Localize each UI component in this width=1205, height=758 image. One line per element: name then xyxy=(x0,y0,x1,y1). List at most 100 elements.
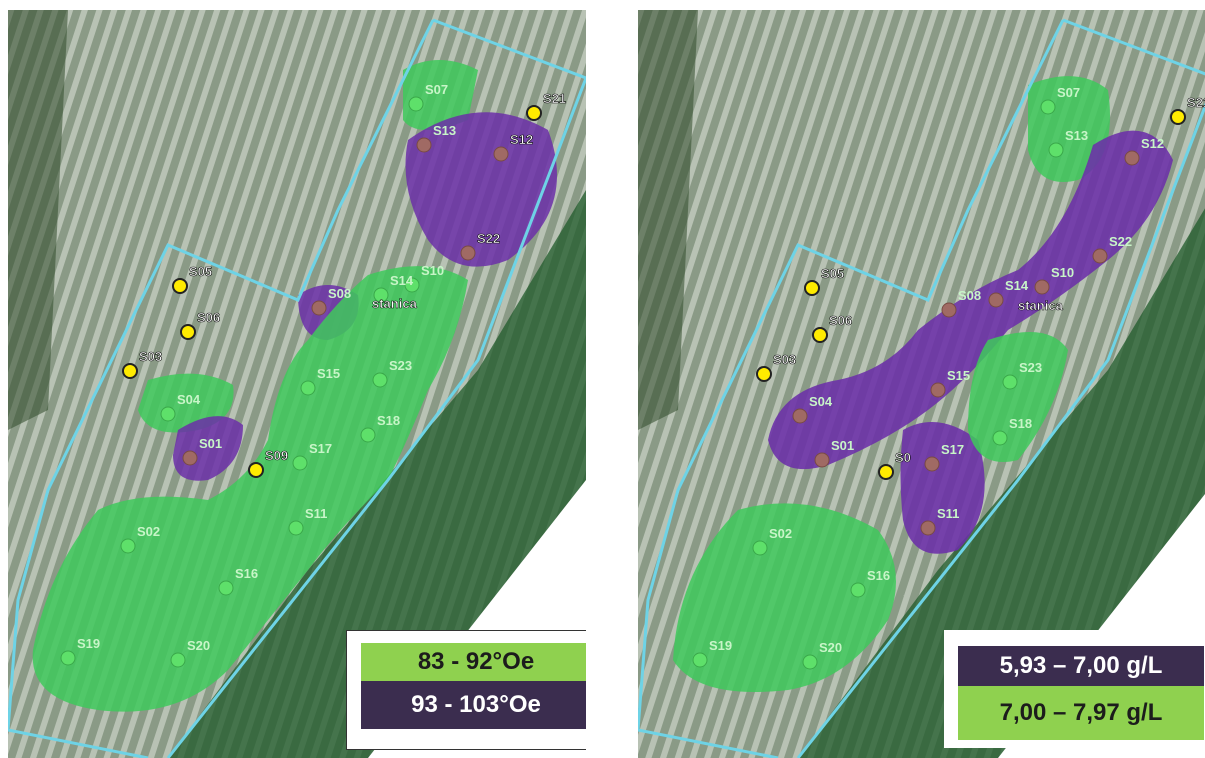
sample-label-s06: S06 xyxy=(829,313,852,328)
sample-label-s13: S13 xyxy=(433,123,456,138)
sample-point-s10 xyxy=(404,277,420,293)
right-legend: 5,93 – 7,00 g/L 7,00 – 7,97 g/L xyxy=(944,630,1205,748)
sample-point-s21 xyxy=(526,105,542,121)
sample-point-s17 xyxy=(924,456,940,472)
sample-point-s03 xyxy=(756,366,772,382)
sample-point-s16 xyxy=(850,582,866,598)
tree-strip-left xyxy=(8,10,68,430)
sample-point-s11 xyxy=(920,520,936,536)
sample-label-s17: S17 xyxy=(941,442,964,457)
sample-point-s07 xyxy=(1040,99,1056,115)
sample-point-s02 xyxy=(752,540,768,556)
sample-point-s07 xyxy=(408,96,424,112)
sample-label-s04: S04 xyxy=(809,394,833,409)
right-sample-points: S07 S21 S13 S12 S22 S05 S08 S14 S10 S06 S03 S15 S23 S… xyxy=(692,85,1205,670)
sample-label-s01: S01 xyxy=(199,436,222,451)
sample-point-s19 xyxy=(692,652,708,668)
sample-point-s01 xyxy=(182,450,198,466)
sample-point-s22 xyxy=(460,245,476,261)
sample-label-s19: S19 xyxy=(77,636,100,651)
sample-point-s08 xyxy=(311,300,327,316)
sample-label-s08: S08 xyxy=(328,286,351,301)
sample-point-s17 xyxy=(292,455,308,471)
left-legend-green: 83 - 92°Oe xyxy=(361,643,586,681)
right-legend-green: 7,00 – 7,97 g/L xyxy=(958,686,1204,740)
sample-label-s18: S18 xyxy=(377,413,400,428)
sample-point-s02 xyxy=(120,538,136,554)
sample-label-s12: S12 xyxy=(1141,136,1164,151)
sample-point-s18 xyxy=(360,427,376,443)
zone-purple-diagonal xyxy=(768,130,1173,470)
left-legend-purple: 93 - 103°Oe xyxy=(361,681,586,729)
field-boundary-west xyxy=(8,19,435,758)
sample-point-s06 xyxy=(812,327,828,343)
zone-green-s23 xyxy=(968,332,1068,462)
sample-point-s15 xyxy=(300,380,316,396)
sample-point-s12 xyxy=(1124,150,1140,166)
sample-label-s18: S18 xyxy=(1009,416,1032,431)
field-boundary-west xyxy=(638,19,1065,758)
sample-point-s15 xyxy=(930,382,946,398)
sample-point-s19 xyxy=(60,650,76,666)
field-boundary-east xyxy=(796,18,1205,758)
zone-green-south xyxy=(32,266,469,712)
sample-label-s14: S14 xyxy=(1005,278,1029,293)
sample-label-s05: S05 xyxy=(189,264,212,279)
sample-label-s09: S0 xyxy=(895,450,911,465)
sample-label-s01: S01 xyxy=(831,438,854,453)
sample-point-s05 xyxy=(804,280,820,296)
sample-label-s12: S12 xyxy=(510,132,533,147)
left-sample-points: S07 S21 S13 S12 S22 S05 S10 S14 S08 S06 S03 S15 S23 S… xyxy=(60,82,566,668)
sample-point-s14 xyxy=(373,287,389,303)
sample-label-s03: S03 xyxy=(139,349,162,364)
sample-point-s09 xyxy=(248,462,264,478)
sample-label-s20: S20 xyxy=(187,638,210,653)
sample-point-s04 xyxy=(160,406,176,422)
tree-strip-left xyxy=(638,10,698,430)
sample-label-s09: S09 xyxy=(265,448,288,463)
sample-label-s02: S02 xyxy=(137,524,160,539)
sample-label-s20: S20 xyxy=(819,640,842,655)
sample-label-s10: S10 xyxy=(421,263,444,278)
sample-label-s13: S13 xyxy=(1065,128,1088,143)
sample-point-s10 xyxy=(1034,279,1050,295)
sample-label-s22: S22 xyxy=(1109,234,1132,249)
sample-label-s17: S17 xyxy=(309,441,332,456)
sample-point-s08 xyxy=(941,302,957,318)
sample-point-s01 xyxy=(814,452,830,468)
sample-point-s03 xyxy=(122,363,138,379)
zone-green-south xyxy=(673,503,896,692)
sample-point-s06 xyxy=(180,324,196,340)
sample-point-s16 xyxy=(218,580,234,596)
sample-point-s11 xyxy=(288,520,304,536)
sample-point-s23 xyxy=(372,372,388,388)
sample-label-s23: S23 xyxy=(1019,360,1042,375)
sample-label-s16: S16 xyxy=(235,566,258,581)
sample-label-s05: S05 xyxy=(821,266,844,281)
sample-point-s20 xyxy=(802,654,818,670)
sample-point-s13 xyxy=(416,137,432,153)
sample-label-s11: S11 xyxy=(937,506,959,521)
sample-label-s07: S07 xyxy=(425,82,448,97)
field-boundary-east xyxy=(166,18,586,758)
sample-label-s02: S02 xyxy=(769,526,792,541)
sample-point-s21 xyxy=(1170,109,1186,125)
sample-label-s06: S06 xyxy=(197,310,220,325)
zone-green-s07 xyxy=(403,60,478,130)
sample-label-s07: S07 xyxy=(1057,85,1080,100)
sample-point-s20 xyxy=(170,652,186,668)
sample-label-s03: S03 xyxy=(773,352,796,367)
right-legend-purple: 5,93 – 7,00 g/L xyxy=(958,646,1204,686)
sample-point-s12 xyxy=(493,146,509,162)
sample-label-s04: S04 xyxy=(177,392,201,407)
sample-label-s08: S08 xyxy=(958,288,981,303)
sample-label-s15: S15 xyxy=(317,366,340,381)
sample-label-s10: S10 xyxy=(1051,265,1074,280)
sample-label-s21: S21 xyxy=(1187,95,1205,110)
map-left: S07 S21 S13 S12 S22 S05 S10 S14 S08 S06 S03 S15 S23 S… xyxy=(8,10,586,758)
zone-purple-north xyxy=(405,112,557,267)
sample-label-s11: S11 xyxy=(305,506,327,521)
sample-label-s15: S15 xyxy=(947,368,970,383)
sample-label-s21: S21 xyxy=(543,91,566,106)
sample-point-s13 xyxy=(1048,142,1064,158)
